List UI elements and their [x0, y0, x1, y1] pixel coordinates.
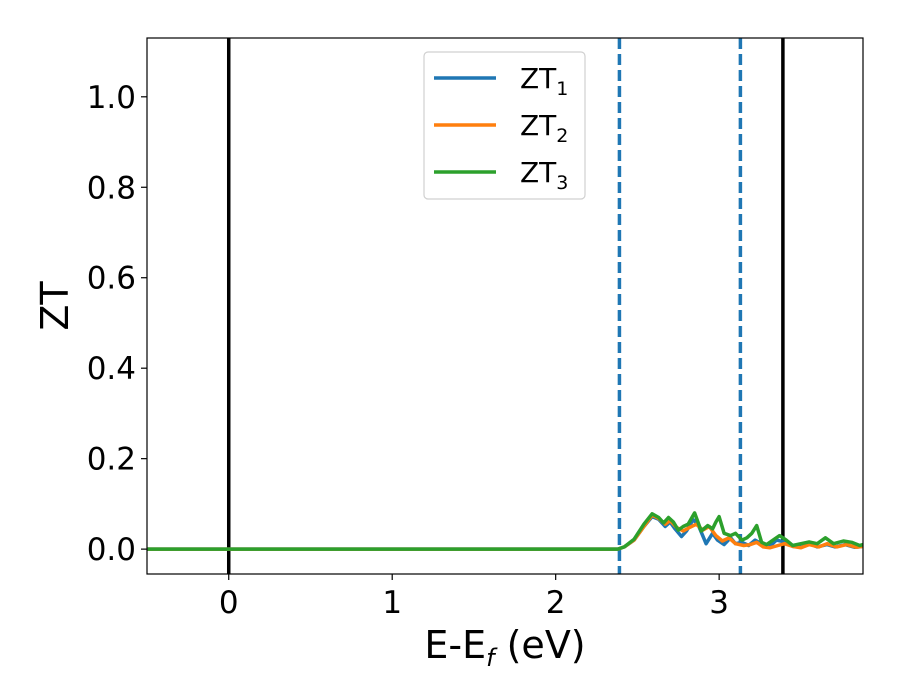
series-line-3 — [147, 511, 863, 551]
y-tick-label: 0.6 — [87, 261, 136, 297]
x-tick-label: 1 — [382, 585, 402, 621]
y-tick-label: 1.0 — [87, 80, 136, 116]
y-tick-label: 0.2 — [87, 442, 136, 478]
x-tick-label: 2 — [546, 585, 566, 621]
y-tick-label: 0.4 — [87, 351, 136, 387]
reference-lines — [226, 38, 785, 574]
plot-frame — [146, 37, 864, 575]
legend-label-1: ZT1 — [520, 62, 568, 100]
series-lines — [147, 511, 863, 551]
legend-frame — [423, 51, 586, 200]
x-axis: 0 1 2 3 — [219, 574, 729, 621]
legend: ZT1 ZT2 ZT3 — [423, 51, 586, 200]
y-axis: 0.0 0.2 0.4 0.6 0.8 1.0 — [87, 80, 147, 568]
legend-label-2: ZT2 — [520, 109, 568, 147]
series-line-2 — [147, 513, 863, 551]
plot-area — [146, 37, 864, 575]
y-axis-title: ZT — [33, 281, 77, 331]
legend-label-3: ZT3 — [520, 156, 568, 194]
x-tick-label: 0 — [219, 585, 239, 621]
x-axis-title: E-Ef (eV) — [424, 623, 585, 672]
y-tick-label: 0.0 — [87, 532, 136, 568]
y-tick-label: 0.8 — [87, 170, 136, 206]
x-tick-label: 3 — [709, 585, 729, 621]
